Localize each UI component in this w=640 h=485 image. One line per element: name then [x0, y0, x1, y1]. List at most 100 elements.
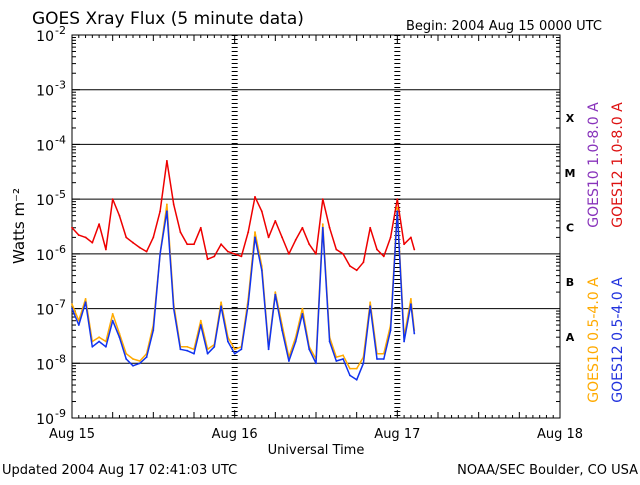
series-point	[166, 160, 168, 162]
series-point	[213, 346, 215, 348]
series-point	[159, 253, 161, 255]
series-point	[342, 253, 344, 255]
y-tick-exponent: -4	[55, 133, 66, 146]
y-tick-exponent: -5	[55, 188, 66, 201]
series-point	[71, 303, 73, 305]
x-tick-label: Aug 15	[49, 427, 95, 442]
series-point	[254, 231, 256, 233]
series-point	[85, 301, 87, 303]
series-point	[329, 341, 331, 343]
series-point	[383, 256, 385, 258]
series-point	[125, 237, 127, 239]
series-point	[132, 242, 134, 244]
series-point	[220, 243, 222, 245]
legend-goes10-short: GOES10 0.5-4.0 A	[586, 277, 602, 403]
series-point	[186, 243, 188, 245]
series-point	[207, 353, 209, 355]
y-tick-label: 10	[36, 84, 54, 100]
series-point	[132, 365, 134, 367]
series-point	[349, 368, 351, 370]
credit-text: NOAA/SEC Boulder, CO USA	[457, 463, 638, 478]
updated-timestamp: Updated 2004 Aug 17 02:41:03 UTC	[2, 463, 237, 478]
series-point	[302, 313, 304, 315]
series-point	[342, 358, 344, 360]
series-point	[349, 265, 351, 267]
flare-class-label: M	[565, 167, 576, 180]
series-point	[274, 220, 276, 222]
series-point	[234, 253, 236, 255]
series-point	[207, 258, 209, 260]
series-point	[383, 358, 385, 360]
y-tick-exponent: -9	[55, 407, 66, 420]
series-point	[193, 243, 195, 245]
series-point	[186, 350, 188, 352]
series-point	[139, 362, 141, 364]
series-point	[91, 346, 93, 348]
series-point	[193, 353, 195, 355]
y-tick-label: 10	[36, 412, 54, 428]
series-point	[281, 329, 283, 331]
begin-time: Begin: 2004 Aug 15 0000 UTC	[406, 19, 602, 34]
series-point	[125, 358, 127, 360]
series-point	[363, 362, 365, 364]
series-point	[227, 251, 229, 253]
series-point	[369, 305, 371, 307]
x-tick-label: Aug 16	[212, 427, 258, 442]
series-point	[125, 353, 127, 355]
series-point	[200, 320, 202, 322]
series-point	[356, 379, 358, 381]
series-point	[302, 308, 304, 310]
series-point	[234, 353, 236, 355]
series-point	[220, 305, 222, 307]
right-labels: GOES12 1.0-8.0 A GOES10 1.0-8.0 A GOES12 0…	[586, 102, 626, 403]
x-tick-label: Aug 17	[374, 427, 420, 442]
series-point	[295, 341, 297, 343]
series-point	[268, 348, 270, 350]
series-point	[132, 358, 134, 360]
series-point	[254, 237, 256, 239]
series-point	[268, 237, 270, 239]
series-point	[139, 247, 141, 249]
series-point	[112, 198, 114, 200]
series-point	[363, 261, 365, 263]
series-point	[254, 196, 256, 198]
series-point	[308, 243, 310, 245]
series-point	[261, 269, 263, 271]
series-point	[180, 231, 182, 233]
y-axis-label: Watts m⁻²	[10, 188, 28, 264]
series-point	[356, 269, 358, 271]
series-point	[159, 210, 161, 212]
series-point	[308, 348, 310, 350]
series-point	[322, 198, 324, 200]
series-point	[396, 207, 398, 209]
series-point	[71, 308, 73, 310]
series-point	[390, 237, 392, 239]
series-point	[91, 242, 93, 244]
flare-class-label: A	[566, 331, 575, 344]
series-point	[349, 375, 351, 377]
series-point	[247, 231, 249, 233]
y-tick-exponent: -2	[55, 24, 66, 37]
series-point	[98, 336, 100, 338]
series-point	[315, 362, 317, 364]
x-axis-label: Universal Time	[268, 443, 365, 458]
series-point	[281, 237, 283, 239]
x-tick-label: Aug 18	[537, 427, 583, 442]
series-point	[274, 294, 276, 296]
series-point	[200, 227, 202, 229]
series-point	[166, 204, 168, 206]
series-point	[146, 356, 148, 358]
series-point	[356, 368, 358, 370]
series-point	[234, 348, 236, 350]
series-point	[288, 253, 290, 255]
series-point	[105, 249, 107, 251]
series-point	[220, 301, 222, 303]
y-tick-label: 10	[36, 248, 54, 264]
y-tick-label: 10	[36, 138, 54, 154]
series-point	[71, 227, 73, 229]
series-point	[152, 237, 154, 239]
series-point	[112, 313, 114, 315]
y-tick-exponent: -7	[55, 298, 66, 311]
